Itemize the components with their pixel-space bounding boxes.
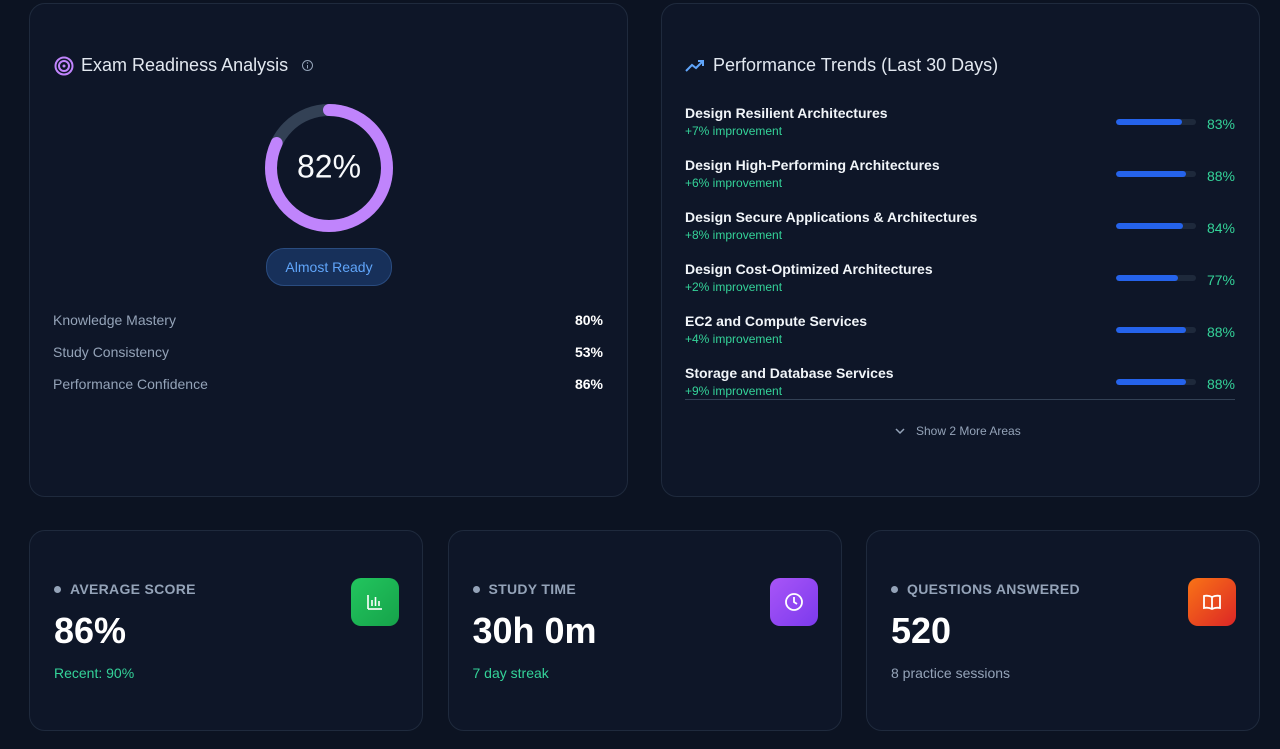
trend-change: +7% improvement	[685, 124, 783, 138]
trend-bar	[1116, 171, 1187, 177]
target-icon	[54, 56, 74, 76]
trends-title: Performance Trends (Last 30 Days)	[713, 55, 999, 75]
stat-card: QUESTIONS ANSWERED 520 8 practice sessions	[866, 530, 1260, 731]
trend-value: 88%	[1206, 168, 1235, 184]
trend-value: 88%	[1206, 324, 1235, 340]
stat-value: 30h 0m	[472, 610, 597, 651]
trend-name: Design Resilient Architectures	[685, 105, 888, 121]
divider	[685, 399, 1235, 400]
icon-glyph	[1203, 594, 1221, 611]
trend-bar	[1116, 379, 1187, 385]
trend-value: 84%	[1206, 220, 1235, 236]
trend-bar	[1116, 119, 1183, 125]
trend-name: EC2 and Compute Services	[685, 313, 868, 329]
metric-label: Knowledge Mastery	[53, 312, 176, 328]
trend-track	[1116, 327, 1196, 333]
trend-icon	[685, 60, 704, 72]
metric-value: 86%	[574, 376, 603, 392]
stat-dot	[54, 586, 61, 593]
stat-note: 7 day streak	[472, 665, 549, 681]
trend-bar	[1116, 327, 1187, 333]
trend-value: 88%	[1206, 376, 1235, 392]
stat-icon	[769, 578, 818, 626]
trend-value: 83%	[1206, 116, 1235, 132]
ring-progress	[265, 104, 393, 232]
stat-icon	[1188, 578, 1236, 626]
trend-change: +6% improvement	[685, 176, 783, 190]
trends-card: Performance Trends (Last 30 Days) Show 2…	[661, 3, 1260, 497]
trend-track	[1116, 275, 1196, 281]
stat-dot	[472, 586, 480, 593]
icon-glyph	[784, 593, 803, 611]
stat-dot	[891, 586, 898, 593]
trend-value: 77%	[1206, 272, 1235, 288]
readiness-ring: 82%	[265, 104, 393, 232]
readiness-title: Exam Readiness Analysis	[81, 55, 289, 75]
stat-value: 520	[891, 610, 952, 651]
trend-bar	[1116, 223, 1184, 229]
trend-name: Design High-Performing Architectures	[685, 157, 940, 173]
stat-icon	[351, 578, 399, 626]
metric-label: Performance Confidence	[53, 376, 208, 392]
stat-card: AVERAGE SCORE 86% Recent: 90%	[29, 530, 423, 731]
stat-label: QUESTIONS ANSWERED	[907, 581, 1080, 597]
status-badge: Almost Ready	[266, 248, 392, 286]
trend-change: +9% improvement	[685, 384, 783, 398]
metric-label: Study Consistency	[53, 344, 169, 360]
trend-change: +4% improvement	[685, 332, 783, 346]
trend-bar	[1116, 275, 1178, 281]
show-more[interactable]: Show 2 More Areas	[894, 424, 1021, 438]
stat-card: STUDY TIME 30h 0m 7 day streak	[447, 530, 842, 731]
info-icon[interactable]	[301, 59, 314, 72]
trend-name: Design Secure Applications & Architectur…	[685, 209, 978, 225]
trend-track	[1116, 223, 1196, 229]
metric-value: 80%	[574, 312, 603, 328]
trend-name: Storage and Database Services	[685, 365, 894, 381]
trend-name: Design Cost-Optimized Architectures	[685, 261, 933, 277]
readiness-score: 82%	[297, 148, 361, 184]
trend-track	[1116, 119, 1196, 125]
icon-glyph	[367, 595, 382, 610]
trend-track	[1116, 171, 1196, 177]
trend-track	[1116, 379, 1196, 385]
stat-label: STUDY TIME	[488, 581, 577, 597]
stat-value: 86%	[54, 610, 127, 651]
stat-note: Recent: 90%	[54, 665, 135, 681]
trend-change: +2% improvement	[685, 280, 783, 294]
stat-note: 8 practice sessions	[891, 665, 1011, 681]
trend-change: +8% improvement	[685, 228, 783, 242]
show-more-text[interactable]: Show 2 More Areas	[916, 424, 1021, 438]
metric-value: 53%	[574, 344, 603, 360]
stat-label: AVERAGE SCORE	[70, 581, 196, 597]
chevron	[895, 428, 905, 435]
readiness-card: Exam Readiness Analysis 82% Almost Ready…	[29, 3, 628, 497]
